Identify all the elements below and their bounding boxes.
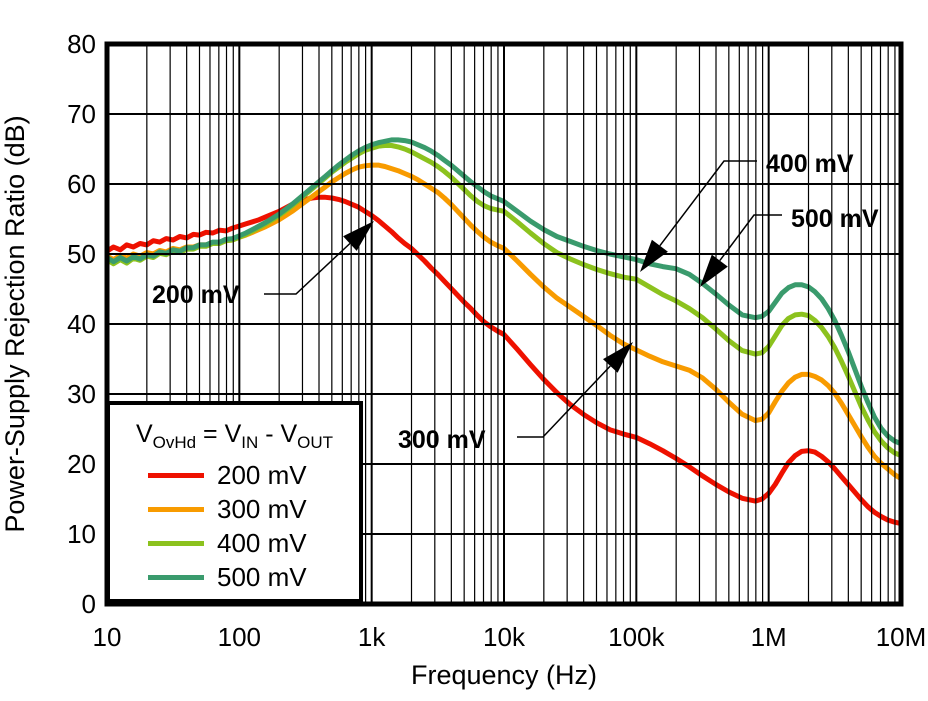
y-tick-label-40: 40 xyxy=(67,309,96,339)
annotation-label-400-mv: 400 mV xyxy=(766,150,854,178)
legend-items: 200 mV 300 mV 400 mV 500 mV xyxy=(110,458,359,594)
x-tick-label-10m: 10M xyxy=(876,622,927,652)
legend-title-text: V xyxy=(135,420,153,448)
annotation-leader-300-mv xyxy=(517,365,611,438)
legend-title-sub: OUT xyxy=(297,433,334,452)
x-tick-label-10: 10 xyxy=(93,622,122,652)
legend-swatch-500-mv xyxy=(148,574,204,580)
legend-title-sub: IN xyxy=(241,433,259,452)
annotation-arrowhead-300-mv xyxy=(603,342,633,373)
annotation-leader-400-mv xyxy=(659,160,757,247)
legend-item-200-mv: 200 mV xyxy=(110,458,359,492)
annotations-layer: 200 mV 300 mV 400 mV 500 mV xyxy=(152,150,879,454)
annotation-label-300-mv: 300 mV xyxy=(398,426,486,454)
annotation-leader-500-mv xyxy=(719,214,782,262)
annotation-arrowhead-200-mv xyxy=(343,221,374,251)
x-tick-label-100: 100 xyxy=(218,622,261,652)
plot-border xyxy=(104,41,904,607)
y-tick-label-80: 80 xyxy=(67,29,96,59)
y-tick-label-0: 0 xyxy=(82,589,96,619)
legend-label-200-mv: 200 mV xyxy=(217,460,307,490)
y-tick-label-50: 50 xyxy=(67,239,96,269)
y-tick-label-10: 10 xyxy=(67,519,96,549)
y-tick-label-20: 20 xyxy=(67,449,96,479)
legend-swatch-200-mv xyxy=(148,472,204,478)
x-tick-label-10k: 10k xyxy=(483,622,526,652)
y-tick-label-60: 60 xyxy=(67,169,96,199)
annotation-label-200-mv: 200 mV xyxy=(152,281,240,309)
annotation-leader-200-mv xyxy=(264,242,351,295)
annotation-arrowhead-500-mv xyxy=(700,254,728,287)
legend-item-300-mv: 300 mV xyxy=(110,492,359,526)
legend-swatch-300-mv xyxy=(148,506,204,512)
legend-swatch-400-mv xyxy=(148,540,204,546)
annotation-arrowhead-400-mv xyxy=(640,239,668,272)
y-axis-title: Power-Supply Rejection Ratio (dB) xyxy=(0,115,30,532)
x-tick-label-1k: 1k xyxy=(358,622,386,652)
legend-label-300-mv: 300 mV xyxy=(217,494,307,524)
x-axis-title: Frequency (Hz) xyxy=(411,660,597,690)
legend-item-500-mv: 500 mV xyxy=(110,560,359,594)
legend-label-500-mv: 500 mV xyxy=(217,562,307,592)
legend-title: VOvHd = VIN - VOUT xyxy=(110,419,359,458)
legend-item-400-mv: 400 mV xyxy=(110,526,359,560)
legend-label-400-mv: 400 mV xyxy=(217,528,307,558)
y-tick-label-30: 30 xyxy=(67,379,96,409)
x-tick-label-100k: 100k xyxy=(608,622,665,652)
legend-box: VOvHd = VIN - VOUT 200 mV 300 mV 400 mV 500… xyxy=(106,401,363,603)
legend-title-text: = V xyxy=(196,420,242,448)
legend-title-text: - V xyxy=(258,420,298,448)
y-tick-label-70: 70 xyxy=(67,99,96,129)
legend-title-sub: OvHd xyxy=(152,433,197,452)
annotation-label-500-mv: 500 mV xyxy=(791,205,879,233)
x-tick-label-1m: 1M xyxy=(751,622,787,652)
